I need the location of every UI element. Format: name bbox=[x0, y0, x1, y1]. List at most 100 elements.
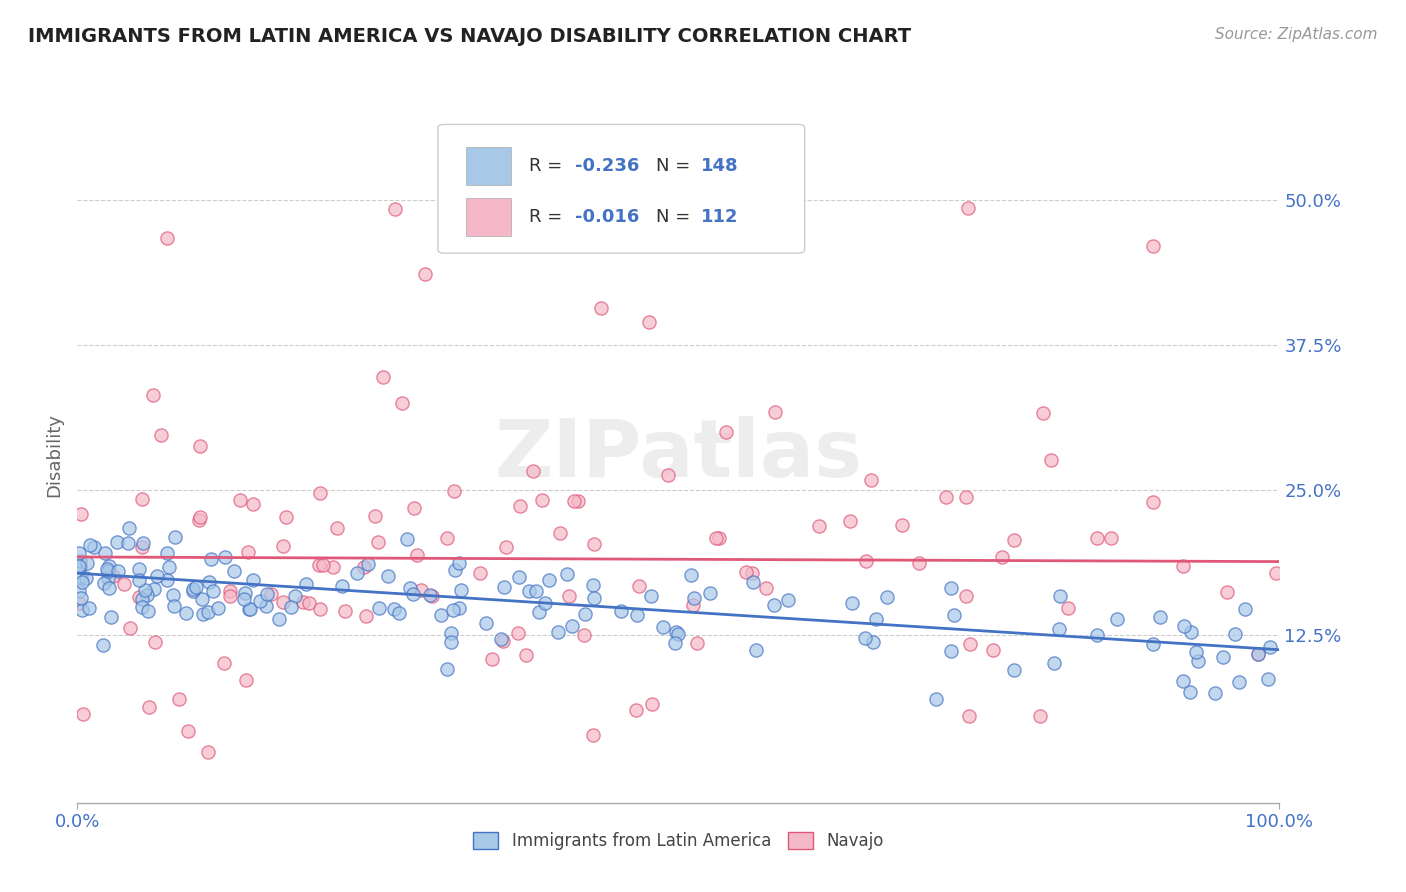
Point bbox=[132, 536, 155, 550]
Point bbox=[274, 509, 297, 524]
Point bbox=[201, 584, 224, 599]
Point bbox=[591, 301, 613, 315]
Point bbox=[197, 745, 219, 759]
Text: N =: N = bbox=[655, 208, 696, 226]
Point bbox=[232, 592, 254, 607]
Point bbox=[957, 708, 980, 723]
Point bbox=[1247, 647, 1270, 661]
Y-axis label: Disability: Disability bbox=[45, 413, 63, 497]
Point bbox=[367, 601, 389, 615]
Point bbox=[96, 561, 118, 575]
Point bbox=[357, 558, 380, 572]
Point bbox=[538, 573, 561, 587]
Point bbox=[682, 599, 704, 613]
Point bbox=[200, 551, 222, 566]
Point bbox=[1216, 585, 1239, 599]
Point bbox=[354, 608, 377, 623]
Point bbox=[70, 591, 93, 605]
Point bbox=[582, 728, 605, 742]
Point bbox=[763, 405, 786, 419]
Point bbox=[67, 584, 90, 599]
Point bbox=[271, 594, 294, 608]
Point bbox=[181, 583, 204, 598]
FancyBboxPatch shape bbox=[465, 198, 512, 236]
Point bbox=[891, 517, 914, 532]
Point bbox=[406, 549, 429, 563]
Point bbox=[876, 591, 898, 605]
Point bbox=[229, 492, 252, 507]
Point bbox=[562, 494, 585, 508]
Point bbox=[1257, 672, 1279, 686]
Point bbox=[165, 530, 187, 544]
Point bbox=[308, 558, 330, 572]
Point bbox=[388, 606, 411, 620]
Point bbox=[377, 568, 399, 582]
Point bbox=[384, 202, 406, 216]
Point bbox=[267, 612, 290, 626]
Point bbox=[440, 635, 463, 649]
Point bbox=[492, 633, 515, 648]
Point bbox=[69, 507, 91, 521]
Point bbox=[353, 560, 375, 574]
Point bbox=[83, 540, 105, 554]
Point bbox=[105, 535, 128, 549]
Point bbox=[1265, 566, 1288, 581]
Point bbox=[177, 724, 200, 739]
Point bbox=[561, 619, 583, 633]
Point bbox=[558, 589, 581, 603]
Point bbox=[664, 636, 686, 650]
Point bbox=[67, 596, 90, 610]
Point bbox=[131, 492, 153, 507]
Point bbox=[444, 563, 467, 577]
Point bbox=[156, 231, 179, 245]
Point bbox=[346, 566, 368, 580]
Point bbox=[468, 566, 491, 580]
Point bbox=[755, 581, 778, 595]
Point bbox=[481, 652, 503, 666]
FancyBboxPatch shape bbox=[439, 125, 804, 253]
Point bbox=[382, 602, 405, 616]
Point bbox=[260, 587, 283, 601]
Point bbox=[1173, 619, 1195, 633]
Text: -0.016: -0.016 bbox=[575, 208, 640, 226]
Text: N =: N = bbox=[655, 157, 696, 175]
Legend: Immigrants from Latin America, Navajo: Immigrants from Latin America, Navajo bbox=[467, 826, 890, 857]
Point bbox=[214, 550, 236, 565]
Point bbox=[249, 594, 271, 608]
Point bbox=[492, 580, 515, 594]
Point bbox=[939, 581, 962, 595]
Point bbox=[135, 588, 157, 602]
Point bbox=[1142, 637, 1164, 651]
Point bbox=[1180, 624, 1202, 639]
Point bbox=[322, 560, 344, 574]
Point bbox=[188, 439, 211, 453]
Point bbox=[212, 656, 235, 670]
Point bbox=[256, 587, 278, 601]
Point bbox=[415, 268, 437, 282]
Point bbox=[364, 508, 387, 523]
Point bbox=[679, 568, 702, 582]
Point bbox=[1171, 673, 1194, 688]
Point bbox=[420, 589, 443, 603]
Point bbox=[924, 692, 946, 706]
Point bbox=[284, 589, 307, 603]
Point bbox=[526, 584, 548, 599]
Point bbox=[527, 605, 550, 619]
Point bbox=[1002, 533, 1025, 548]
Point bbox=[94, 546, 117, 560]
Point bbox=[391, 395, 413, 409]
Point bbox=[118, 521, 141, 535]
Point bbox=[626, 607, 648, 622]
Point bbox=[641, 697, 664, 711]
Point bbox=[582, 578, 605, 592]
Point bbox=[75, 571, 97, 585]
Point bbox=[156, 546, 179, 560]
Point bbox=[280, 599, 302, 614]
Point bbox=[76, 556, 98, 570]
Point bbox=[218, 589, 240, 603]
Point bbox=[98, 581, 121, 595]
Point bbox=[112, 577, 135, 591]
Point bbox=[686, 636, 709, 650]
Point bbox=[187, 512, 209, 526]
Point bbox=[506, 626, 529, 640]
